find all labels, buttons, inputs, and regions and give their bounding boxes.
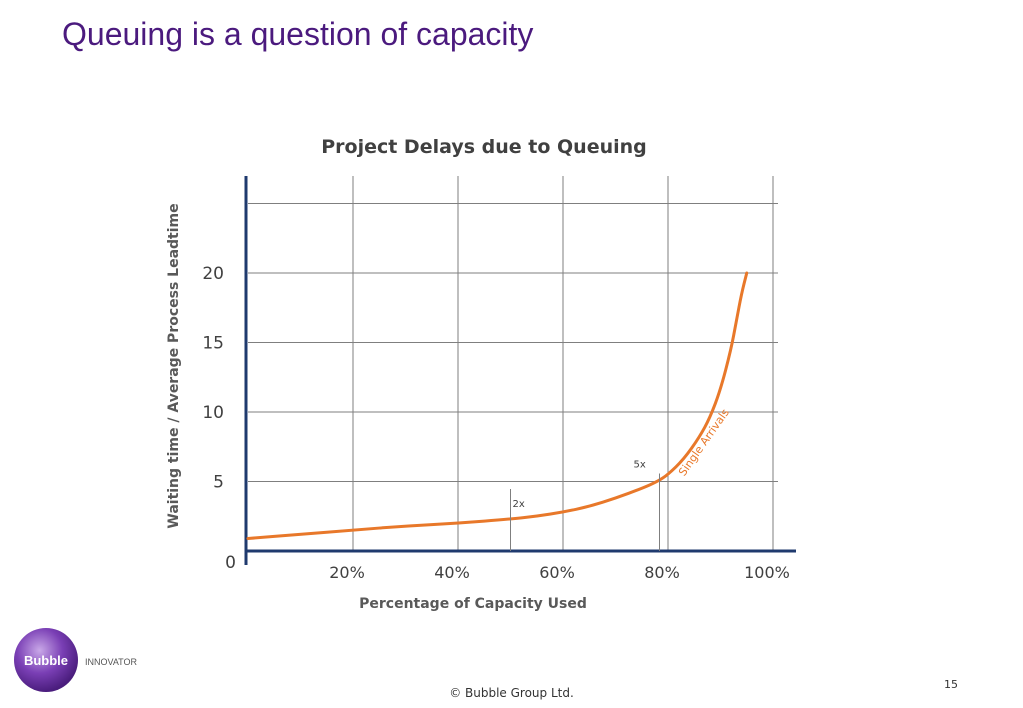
footer-copyright: © Bubble Group Ltd. — [449, 686, 574, 700]
data-point — [247, 537, 249, 540]
annotation-2x: 2x — [513, 499, 525, 510]
data-point — [656, 480, 659, 483]
data-point — [562, 511, 564, 513]
y-tick-label: 0 — [225, 553, 236, 573]
series-layer — [246, 271, 749, 540]
annotation-5x: 5x — [634, 460, 646, 471]
data-point — [719, 388, 722, 391]
page-number: 15 — [944, 678, 958, 691]
data-point — [640, 487, 643, 490]
data-point — [730, 348, 732, 351]
data-point — [735, 320, 738, 323]
x-tick-label: 60% — [539, 563, 575, 582]
bubble-innovator-logo: Bubble INNOVATOR — [14, 628, 138, 692]
annotation-single-arrivals: Single Arrivals — [676, 406, 732, 478]
y-tick-label: 5 — [213, 473, 224, 493]
data-point — [614, 497, 617, 499]
slide-title: Queuing is a question of capacity — [62, 16, 534, 52]
y-tick-label: 15 — [202, 334, 224, 354]
data-point — [588, 505, 591, 508]
y-tick-label: 20 — [202, 264, 224, 284]
data-point — [745, 272, 748, 274]
logo-bubble-shape — [14, 628, 78, 692]
tick-labels: 20% 40% 60% 80% 100% 0 5 10 15 20 — [202, 264, 790, 582]
data-point — [404, 525, 407, 527]
x-tick-label: 100% — [744, 563, 790, 582]
data-point — [709, 416, 711, 419]
data-point — [682, 458, 685, 461]
chart-title: Project Delays due to Queuing — [321, 136, 647, 158]
x-tick-label: 80% — [644, 563, 680, 582]
data-point — [457, 522, 459, 524]
y-tick-label: 10 — [202, 403, 224, 423]
x-tick-label: 20% — [329, 563, 365, 582]
y-axis-title: Waiting time / Average Process Leadtime — [166, 203, 182, 528]
axes — [244, 176, 796, 565]
data-point — [352, 529, 354, 531]
x-tick-label: 40% — [434, 563, 470, 582]
data-point — [667, 473, 669, 476]
data-point — [299, 533, 302, 536]
logo-secondary-text: INNOVATOR — [85, 657, 138, 667]
queuing-curve — [246, 271, 749, 540]
annotations: 2x 5x Single Arrivals — [510, 406, 732, 551]
data-point — [740, 293, 743, 295]
data-point — [535, 515, 538, 518]
data-point — [698, 436, 701, 438]
x-axis-title: Percentage of Capacity Used — [359, 596, 587, 612]
logo-primary-text: Bubble — [24, 653, 68, 668]
gridlines — [248, 176, 778, 551]
